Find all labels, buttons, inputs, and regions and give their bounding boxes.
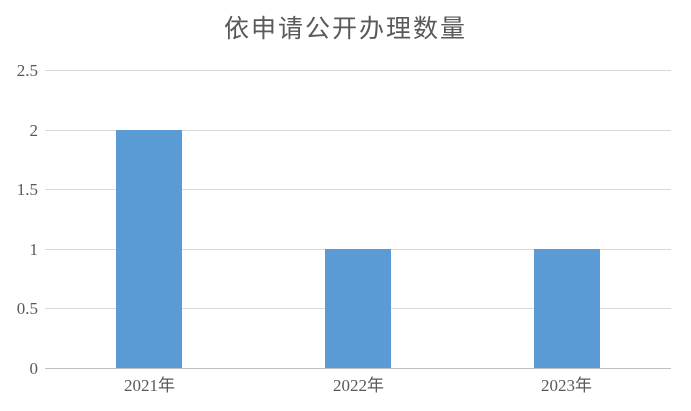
x-tick-label: 2021年 bbox=[124, 376, 175, 395]
bar-2022年 bbox=[325, 249, 391, 368]
y-tick-label: 1 bbox=[29, 240, 39, 259]
plot-area bbox=[45, 70, 671, 369]
y-tick-label: 0 bbox=[29, 359, 39, 378]
x-tick-label: 2022年 bbox=[333, 376, 384, 395]
y-tick-label: 2.5 bbox=[16, 61, 38, 80]
chart-title: 依申请公开办理数量 bbox=[223, 16, 467, 43]
gridline bbox=[45, 189, 671, 190]
gridline bbox=[45, 70, 671, 71]
y-tick-label: 2 bbox=[29, 121, 39, 140]
y-tick-label: 1.5 bbox=[16, 180, 38, 199]
x-tick-label: 2023年 bbox=[541, 376, 592, 395]
bar-2021年 bbox=[116, 130, 182, 368]
gridline bbox=[45, 130, 671, 131]
bar-2023年 bbox=[534, 249, 600, 368]
y-tick-label: 0.5 bbox=[16, 299, 38, 318]
